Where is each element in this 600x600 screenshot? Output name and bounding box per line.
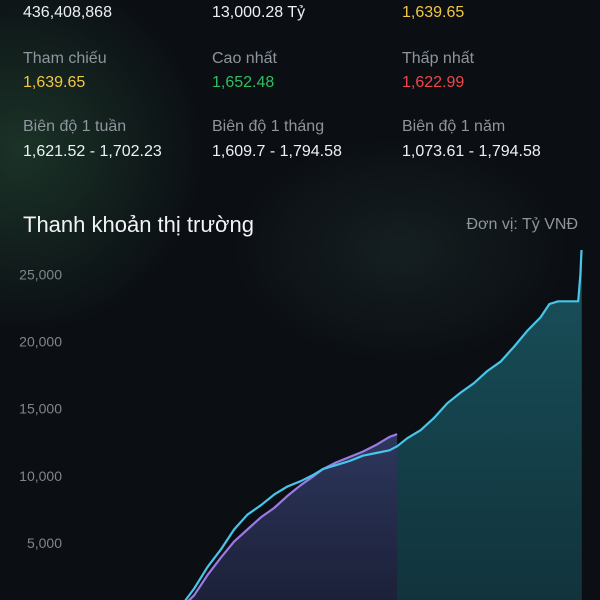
liquidity-unit-label: Đơn vị: Tỷ VNĐ	[466, 216, 578, 233]
low-value: 1,622.99	[402, 74, 465, 91]
y-tick-label: 25,000	[19, 267, 62, 283]
range-month-label: Biên độ 1 tháng	[212, 118, 325, 135]
current-session-line	[184, 250, 583, 600]
y-tick-label: 20,000	[19, 334, 62, 350]
range-week-label: Biên độ 1 tuần	[23, 118, 127, 135]
y-tick-label: 10,000	[19, 468, 62, 484]
reference-value: 1,639.65	[23, 74, 86, 91]
current-session-area	[397, 250, 582, 600]
liquidity-section-title: Thanh khoản thị trường	[23, 212, 254, 237]
reference-label: Tham chiếu	[23, 50, 107, 67]
range-year-label: Biên độ 1 năm	[402, 118, 506, 135]
range-year-value: 1,073.61 - 1,794.58	[402, 143, 541, 160]
liquidity-chart[interactable]: 25,000 20,000 15,000 10,000 5,000	[0, 250, 600, 600]
range-week-value: 1,621.52 - 1,702.23	[23, 143, 162, 160]
range-month-value: 1,609.7 - 1,794.58	[212, 143, 342, 160]
previous-session-area	[132, 434, 398, 600]
total-value-value: 13,000.28 Tỷ	[212, 4, 306, 21]
total-volume-value: 436,408,868	[23, 4, 112, 21]
previous-session-line	[187, 433, 398, 600]
high-label: Cao nhất	[212, 50, 277, 67]
y-tick-label: 15,000	[19, 401, 62, 417]
open-price-value: 1,639.65	[402, 4, 465, 21]
y-tick-label: 5,000	[27, 535, 62, 551]
high-value: 1,652.48	[212, 74, 275, 91]
low-label: Thấp nhất	[402, 50, 475, 67]
